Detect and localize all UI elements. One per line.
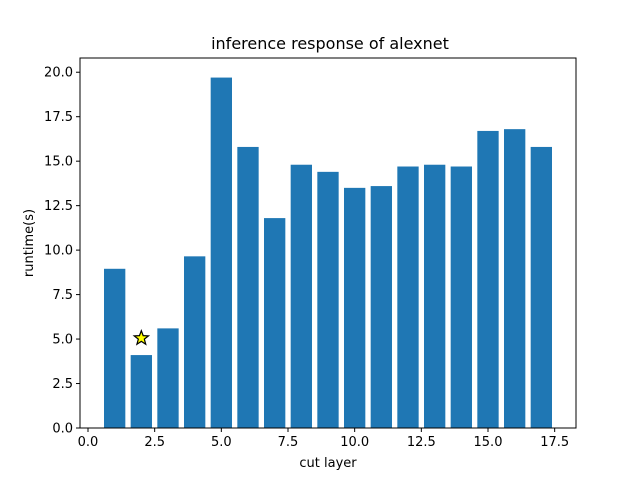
bar-10 xyxy=(344,187,366,428)
bar-6 xyxy=(237,146,259,428)
y-tick-label: 15.0 xyxy=(44,155,73,170)
marker-layer xyxy=(132,328,151,346)
bar-2 xyxy=(130,355,152,428)
x-axis-ticks: 0.0 2.5 5.0 7.5 10.0 12.5 15.0 17.5 xyxy=(78,428,569,450)
x-tick-label: 10.0 xyxy=(340,435,369,450)
chart-title: inference response of alexnet xyxy=(211,34,449,53)
bar-5 xyxy=(210,77,232,428)
y-tick-label: 0.0 xyxy=(52,422,73,437)
bar-8 xyxy=(290,164,312,429)
y-tick-label: 7.5 xyxy=(52,288,73,303)
y-tick-label: 2.5 xyxy=(52,377,73,392)
x-tick-label: 17.5 xyxy=(540,435,569,450)
bar-13 xyxy=(424,164,446,429)
x-axis-label: cut layer xyxy=(299,456,357,471)
x-tick-label: 12.5 xyxy=(407,435,436,450)
bar-12 xyxy=(397,166,419,428)
x-tick-label: 0.0 xyxy=(78,435,99,450)
bar-15 xyxy=(477,130,499,428)
y-tick-label: 12.5 xyxy=(44,199,73,214)
x-tick-label: 2.5 xyxy=(144,435,165,450)
x-tick-label: 5.0 xyxy=(211,435,232,450)
y-tick-label: 20.0 xyxy=(44,66,73,81)
y-axis-ticks: 0.0 2.5 5.0 7.5 10.0 12.5 15.0 17.5 20.0 xyxy=(44,66,80,437)
bar-7 xyxy=(264,218,286,428)
y-tick-label: 10.0 xyxy=(44,244,73,259)
bar-4 xyxy=(184,256,206,428)
bar-16 xyxy=(504,129,526,428)
x-tick-label: 7.5 xyxy=(278,435,299,450)
bar-14 xyxy=(450,166,472,428)
plot-frame xyxy=(79,57,577,429)
bar-11 xyxy=(370,186,392,428)
bars-layer xyxy=(104,77,552,429)
x-tick-label: 15.0 xyxy=(474,435,503,450)
y-tick-label: 17.5 xyxy=(44,110,73,125)
star-marker xyxy=(132,328,151,346)
y-axis-label: runtime(s) xyxy=(22,209,37,277)
bar-9 xyxy=(317,171,339,428)
bar-1 xyxy=(104,268,126,428)
bar-3 xyxy=(157,328,179,428)
y-tick-label: 5.0 xyxy=(52,333,73,348)
bar-17 xyxy=(530,146,552,428)
